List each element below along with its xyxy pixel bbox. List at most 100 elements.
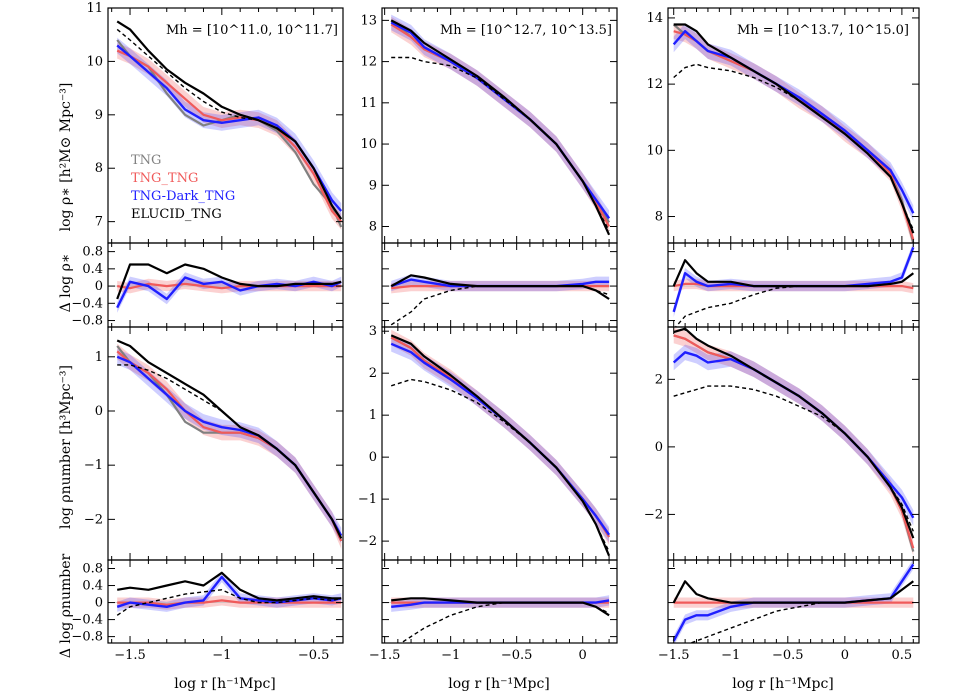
xlabel-col2: log r [h⁻¹Mpc] (448, 676, 550, 692)
y-tick-label: 0 (95, 596, 103, 611)
y-tick-label: −1 (358, 492, 377, 507)
axes-frame (381, 559, 618, 644)
panel-rho_number-col2: −2 −1 0 1 2 3 (358, 324, 618, 561)
panel-rho_number-col3: −2 0 2 (644, 326, 920, 561)
axes-frame (107, 559, 344, 644)
y-tick-label: 9 (369, 178, 377, 193)
series-group (390, 14, 611, 236)
series-tng-dark-tng (672, 351, 915, 519)
series-group (108, 263, 343, 313)
x-tick-label: 0 (579, 648, 587, 663)
y-tick-label: 0.4 (82, 579, 103, 594)
y-tick-label: 1 (369, 408, 377, 423)
series-elucid-tng-dashed (116, 28, 342, 220)
y-tick-label: 0 (95, 279, 103, 294)
panel-delta_rho_star-col2 (381, 242, 618, 328)
panel-delta_rho_star-col1: −0.8 −0.4 0 0.4 0.8 (71, 242, 344, 329)
ylabel-rho-star: log ρ∗ [h²M⊙ Mpc⁻³] (58, 83, 74, 232)
y-tick-label: 0 (369, 450, 377, 465)
x-tick-label: −1.5 (658, 648, 690, 663)
series-tng (116, 39, 343, 228)
series-tng-dark-tng (116, 575, 342, 608)
y-tick-label: 14 (646, 11, 663, 26)
y-tick-label: 0 (95, 404, 103, 419)
y-tick-label: 11 (86, 1, 103, 16)
y-tick-label: 12 (646, 77, 663, 92)
y-tick-label: 10 (86, 54, 103, 69)
y-tick-label: 8 (369, 220, 377, 235)
panel-delta_rho_star-col3 (667, 242, 920, 328)
y-tick-label: 8 (95, 161, 103, 176)
series-elucid-tng-dashed (399, 601, 610, 643)
series-tng-dark-tng (116, 276, 342, 309)
band-tng-dark-tng (391, 336, 610, 543)
series-group (668, 560, 919, 643)
x-tick-label: −0.5 (772, 648, 804, 663)
mass-bin-label-1: Mh = [10^11.0, 10^11.7] (166, 23, 338, 38)
series-elucid-tng-dashed (390, 378, 610, 552)
series-tng-tng (117, 599, 342, 606)
legend-entry-elucid-tng: ELUCID_TNG (131, 207, 222, 222)
x-tick-label: −1 (721, 648, 740, 663)
series-elucid-tng (117, 571, 342, 602)
panels-group: 789101189101112138101214−0.8−0.400.40.8−… (71, 1, 920, 663)
band-tng-dark-tng (117, 37, 342, 219)
y-tick-label: 10 (646, 143, 663, 158)
band-tng-dark-tng (117, 349, 342, 544)
series-group (116, 20, 343, 230)
panel-delta_rho_number-col3: −1.5 −1 −0.5 0 0.5 (658, 559, 920, 663)
series-elucid-tng (116, 263, 342, 300)
x-tick-label: −1.5 (114, 648, 146, 663)
panel-rho_star-col3: 8 10 12 14 (646, 7, 920, 244)
series-elucid-tng (672, 259, 914, 288)
series-elucid-tng-dashed (391, 56, 610, 231)
series-elucid-tng-dashed (390, 285, 610, 326)
series-elucid-tng-dashed (116, 589, 342, 616)
series-group (672, 327, 915, 556)
series-group (668, 243, 919, 327)
series-elucid-tng-dashed (674, 272, 914, 327)
y-tick-label: 10 (360, 137, 377, 152)
series-group (382, 595, 617, 643)
series-elucid-tng-dashed (117, 364, 342, 539)
x-tick-label: −0.5 (501, 648, 533, 663)
y-tick-label: 2 (369, 366, 377, 381)
y-tick-label: 0.8 (82, 245, 103, 260)
panel-rho_number-col1: −2 −1 0 1 (84, 326, 344, 561)
y-tick-label: −0.8 (71, 630, 103, 645)
x-tick-label: 0 (841, 648, 849, 663)
y-tick-label: 9 (95, 108, 103, 123)
band-tng-dark-tng (117, 272, 342, 313)
band-tng-dark-tng (673, 344, 914, 526)
series-group (390, 329, 611, 557)
y-tick-label: −0.4 (71, 296, 103, 311)
y-tick-label: 11 (360, 96, 377, 111)
mass-bin-label-3: Mh = [10^13.7, 10^15.0] (737, 23, 909, 38)
series-elucid-tng-dashed (673, 63, 914, 231)
y-tick-label: 0 (655, 440, 663, 455)
band-tng-dark-tng (673, 243, 914, 318)
axes-frame (667, 559, 920, 644)
legend: TNG TNG_TNG TNG-Dark_TNG ELUCID_TNG (131, 153, 235, 222)
y-tick-label: 1 (95, 350, 103, 365)
panel-delta_rho_number-col1: −1.5 −1 −0.5 −0.8 −0.4 0 0.4 0.8 (71, 559, 344, 663)
legend-entry-tng: TNG (131, 153, 161, 168)
series-tng-dark-tng (390, 342, 611, 536)
x-tick-label: −0.5 (298, 648, 330, 663)
series-group (108, 571, 343, 616)
y-tick-label: 3 (369, 324, 377, 339)
ylabel-delta-rho-star: Δ log ρ∗ (58, 254, 74, 313)
band-tng-tng (673, 327, 914, 556)
ylabel-rho-number: log ρnumber [h³Mpc⁻³] (58, 365, 74, 529)
y-tick-label: −0.4 (71, 613, 103, 628)
y-tick-label: −2 (358, 534, 377, 549)
series-tng-dark-tng (672, 30, 915, 214)
y-tick-label: 2 (655, 372, 663, 387)
y-tick-label: 12 (360, 55, 377, 70)
y-tick-label: 13 (360, 13, 377, 28)
panel-delta_rho_number-col2: −1.5 −1 −0.5 0 (369, 559, 618, 663)
series-group (382, 274, 617, 326)
band-tng-tng (117, 343, 342, 549)
y-tick-label: 8 (655, 210, 663, 225)
series-elucid-tng (673, 23, 915, 234)
